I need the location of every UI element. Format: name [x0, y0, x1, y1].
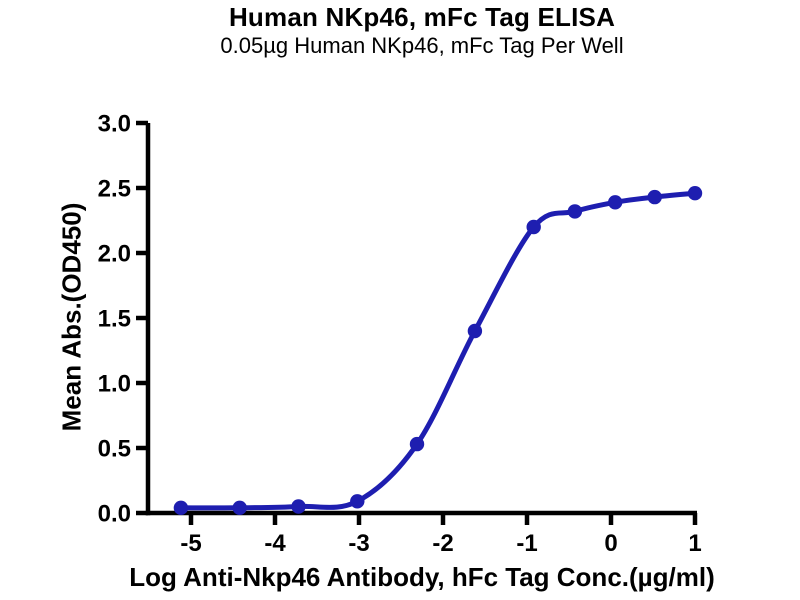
data-point [687, 186, 703, 201]
y-tick-label: 1.0 [98, 371, 131, 398]
x-tick-label: -2 [432, 530, 453, 557]
data-point [291, 499, 306, 514]
data-point [173, 500, 189, 515]
data-point [567, 204, 583, 219]
data-point [647, 189, 662, 205]
y-tick-label: 0.0 [98, 501, 131, 528]
x-axis-title: Log Anti-Nkp46 Antibody, hFc Tag Conc.(µ… [129, 562, 715, 592]
data-point [350, 494, 365, 509]
data-point [232, 500, 247, 515]
chart-subtitle: 0.05µg Human NKp46, mFc Tag Per Well [220, 33, 624, 58]
y-tick-label: 3.0 [98, 111, 131, 138]
x-tick-label: 1 [688, 530, 701, 557]
x-tick-label: 0 [604, 530, 617, 557]
x-tick-label: -1 [516, 530, 537, 557]
y-tick-label: 0.5 [98, 436, 131, 463]
x-tick-label: -4 [264, 530, 286, 557]
data-point [409, 436, 425, 452]
y-tick-label: 2.5 [98, 176, 131, 203]
data-point [526, 219, 541, 235]
fit-curve [178, 190, 698, 511]
x-tick-label: -3 [348, 530, 369, 557]
y-tick-label: 2.0 [98, 241, 131, 268]
data-point [467, 323, 483, 339]
data-point [608, 195, 623, 210]
x-tick-label: -5 [180, 530, 201, 557]
y-tick-label: 1.5 [98, 306, 131, 333]
chart-title: Human NKp46, mFc Tag ELISA [228, 2, 616, 32]
